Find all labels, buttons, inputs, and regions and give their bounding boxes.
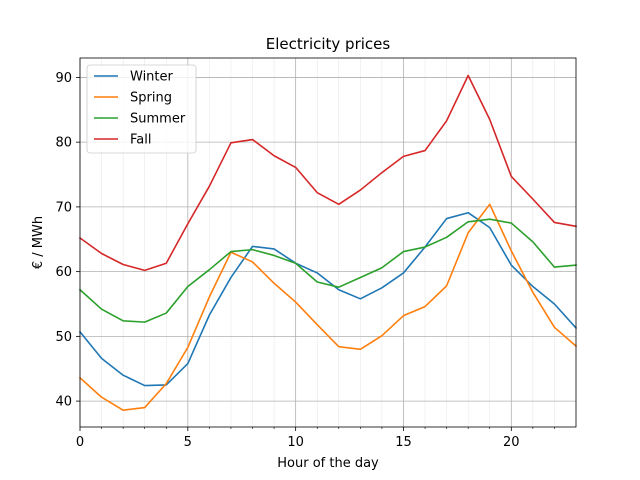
legend-label-spring: Spring <box>130 91 172 106</box>
series-line-winter <box>78 211 578 387</box>
series-line-fall <box>78 74 577 272</box>
y-tick-label: 50 <box>55 330 72 345</box>
y-tick-label: 60 <box>55 265 72 280</box>
series-layer <box>78 74 578 411</box>
legend-label-winter: Winter <box>130 70 174 85</box>
chart-title: Electricity prices <box>266 35 391 53</box>
x-tick-label: 10 <box>287 435 304 450</box>
legend: Winter Spring Summer Fall <box>86 64 197 154</box>
legend-frame <box>86 64 197 154</box>
plot-frame <box>79 57 577 428</box>
x-axis-label: Hour of the day <box>277 456 379 471</box>
x-tick-label: 15 <box>395 435 412 450</box>
series-line-summer <box>78 218 577 323</box>
y-tick-label: 90 <box>55 71 72 86</box>
x-tick-label: 5 <box>184 435 192 450</box>
x-tick-label: 20 <box>503 435 520 450</box>
y-tick-label: 80 <box>55 136 72 151</box>
y-tick-label: 70 <box>55 200 72 215</box>
x-tick-label: 0 <box>76 435 84 450</box>
legend-label-fall: Fall <box>130 133 151 148</box>
series-line-spring <box>78 203 578 411</box>
y-tick-label: 40 <box>55 395 72 410</box>
ticks-layer: 0 5 10 15 20 40 50 60 70 80 90 <box>55 71 555 450</box>
y-axis-label: € / MWh <box>31 216 46 269</box>
legend-label-summer: Summer <box>130 112 186 127</box>
